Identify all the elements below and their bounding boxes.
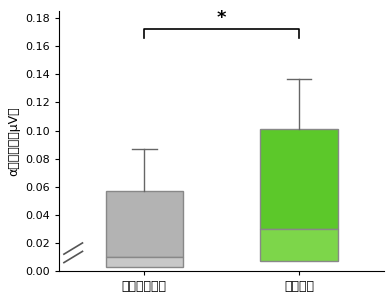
Bar: [260, 229, 338, 261]
Bar: [260, 129, 338, 229]
Y-axis label: α帯域振幅（μV）: α帯域振幅（μV）: [7, 106, 20, 176]
Text: *: *: [217, 9, 226, 27]
Bar: [106, 257, 183, 267]
Bar: [106, 191, 183, 257]
